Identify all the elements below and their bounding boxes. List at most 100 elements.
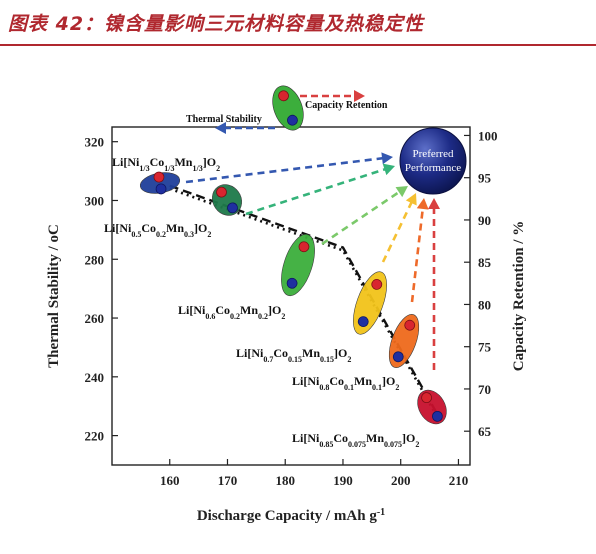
material-label-part: 0.7 — [263, 355, 273, 364]
thermal-stability-point — [227, 202, 238, 214]
material-label-part: Li[Ni — [236, 346, 264, 360]
legend-capacity-label: Capacity Retention — [305, 100, 388, 111]
material-label-part: Li[Ni — [112, 155, 140, 169]
target-label-line1: Preferred — [413, 148, 454, 160]
thermal-stability-point — [357, 316, 369, 328]
material-label-part: Mn — [366, 431, 384, 445]
material-label-part: 0.2 — [156, 230, 166, 239]
y-left-tick-label: 320 — [85, 135, 105, 150]
arrow-to-target-4-head — [405, 193, 417, 206]
y-left-axis-title: Thermal Stability / oC — [46, 224, 62, 368]
arrow-to-target-6-head — [428, 198, 440, 209]
material-label-4: Li[Ni0.7Co0.15Mn0.15]O2 — [236, 346, 351, 364]
legend-thermal-label: Thermal Stability — [186, 114, 262, 125]
y-left-tick-label: 300 — [85, 193, 105, 208]
material-ellipse-6 — [417, 389, 447, 425]
x-tick-label: 180 — [275, 473, 295, 488]
material-label-part: ]O — [334, 346, 347, 360]
material-ellipse-shape — [388, 314, 420, 368]
capacity-retention-point — [371, 278, 383, 290]
material-label-part: Mn — [240, 303, 258, 317]
preferred-performance-target — [399, 127, 467, 195]
arrow-to-target-2-head — [382, 163, 395, 176]
y-left-tick-label: 280 — [85, 252, 105, 267]
material-label-part: 2 — [395, 383, 399, 392]
capacity-retention-point — [421, 392, 433, 404]
arrow-to-target-2-shaft — [245, 167, 388, 216]
x-tick-label: 210 — [449, 473, 469, 488]
material-label-part: 2 — [207, 230, 211, 239]
x-axis-title: Discharge Capacity / mAh g-1 — [197, 507, 385, 525]
arrow-to-target-5-shaft — [410, 205, 425, 303]
material-label-part: Mn — [166, 221, 184, 235]
arrow-to-target-1-shaft — [185, 156, 386, 184]
material-label-part: Mn — [174, 155, 192, 169]
material-label-part: Co — [215, 303, 230, 317]
y-left-tick-label: 260 — [85, 311, 105, 326]
material-label-part: ]O — [194, 221, 207, 235]
y-left-tick-label: 220 — [85, 429, 105, 444]
legend-capacity-arrow — [300, 90, 365, 102]
y-right-tick-label: 65 — [478, 424, 492, 439]
y-right-tick-label: 80 — [478, 297, 491, 312]
material-label-part: 0.2 — [258, 312, 268, 321]
material-label-part: Li[Ni — [292, 431, 320, 445]
material-label-part: Mn — [354, 374, 372, 388]
material-label-part: 0.6 — [205, 312, 215, 321]
material-label-part: 0.075 — [384, 440, 402, 449]
x-tick-label: 160 — [160, 473, 180, 488]
x-tick-label: 200 — [391, 473, 411, 488]
material-label-part: Co — [273, 346, 288, 360]
capacity-retention-point — [404, 319, 416, 331]
arrow-to-target-3 — [321, 186, 408, 246]
material-label-2: Li[Ni0.5Co0.2Mn0.3]O2 — [104, 221, 211, 239]
material-label-part: Li[Ni — [292, 374, 320, 388]
material-label-part: 0.15 — [320, 355, 334, 364]
header-divider — [0, 44, 596, 46]
material-ellipse-shape — [212, 184, 242, 216]
x-tick-label: 170 — [218, 473, 238, 488]
material-label-part: 1/3 — [139, 164, 149, 173]
material-label-part: Co — [150, 155, 165, 169]
thermal-stability-point — [155, 183, 167, 195]
material-label-part: ]O — [402, 431, 415, 445]
material-label-part: 2 — [347, 355, 351, 364]
legend-capacity-point — [278, 90, 289, 102]
material-label-part: 2 — [281, 312, 285, 321]
material-label-part: 0.3 — [184, 230, 194, 239]
y-right-tick-label: 70 — [478, 382, 491, 397]
material-label-5: Li[Ni0.8Co0.1Mn0.1]O2 — [292, 374, 399, 392]
material-label-1: Li[Ni1/3Co1/3Mn1/3]O2 — [112, 155, 220, 173]
legend-ellipse — [272, 85, 304, 131]
arrow-to-target-5 — [410, 198, 429, 303]
material-ellipse-5 — [388, 314, 420, 368]
material-ellipse-shape — [281, 233, 315, 297]
y-right-tick-label: 75 — [478, 340, 492, 355]
material-label-part: Li[Ni — [178, 303, 206, 317]
material-label-part: 0.075 — [348, 440, 366, 449]
material-label-part: 2 — [415, 440, 419, 449]
y-right-tick-label: 85 — [478, 255, 492, 270]
legend-thermal-arrow-head — [215, 122, 226, 134]
capacity-retention-point — [216, 186, 227, 198]
report-header: 图表 42：镍含量影响三元材料容量及热稳定性 — [0, 0, 596, 46]
material-label-part: 0.85 — [319, 440, 333, 449]
material-label-part: 2 — [216, 164, 220, 173]
material-label-part: ]O — [382, 374, 395, 388]
y-right-tick-label: 95 — [478, 171, 492, 186]
material-label-part: 0.8 — [319, 383, 329, 392]
material-label-part: Co — [141, 221, 156, 235]
arrow-to-target-3-shaft — [321, 189, 403, 246]
y-right-tick-label: 90 — [478, 213, 491, 228]
material-ellipse-2 — [212, 184, 242, 216]
material-label-part: 0.1 — [344, 383, 354, 392]
material-label-part: Li[Ni — [104, 221, 132, 235]
x-tick-label: 190 — [333, 473, 353, 488]
material-ellipse-shape — [353, 271, 387, 335]
legend-capacity-arrow-head — [354, 90, 365, 102]
thermal-stability-point — [286, 277, 298, 289]
material-label-6: Li[Ni0.85Co0.075Mn0.075]O2 — [292, 431, 419, 449]
arrow-to-target-1-head — [381, 152, 393, 165]
x-axis-title-text: Discharge Capacity / mAh g — [197, 508, 377, 524]
